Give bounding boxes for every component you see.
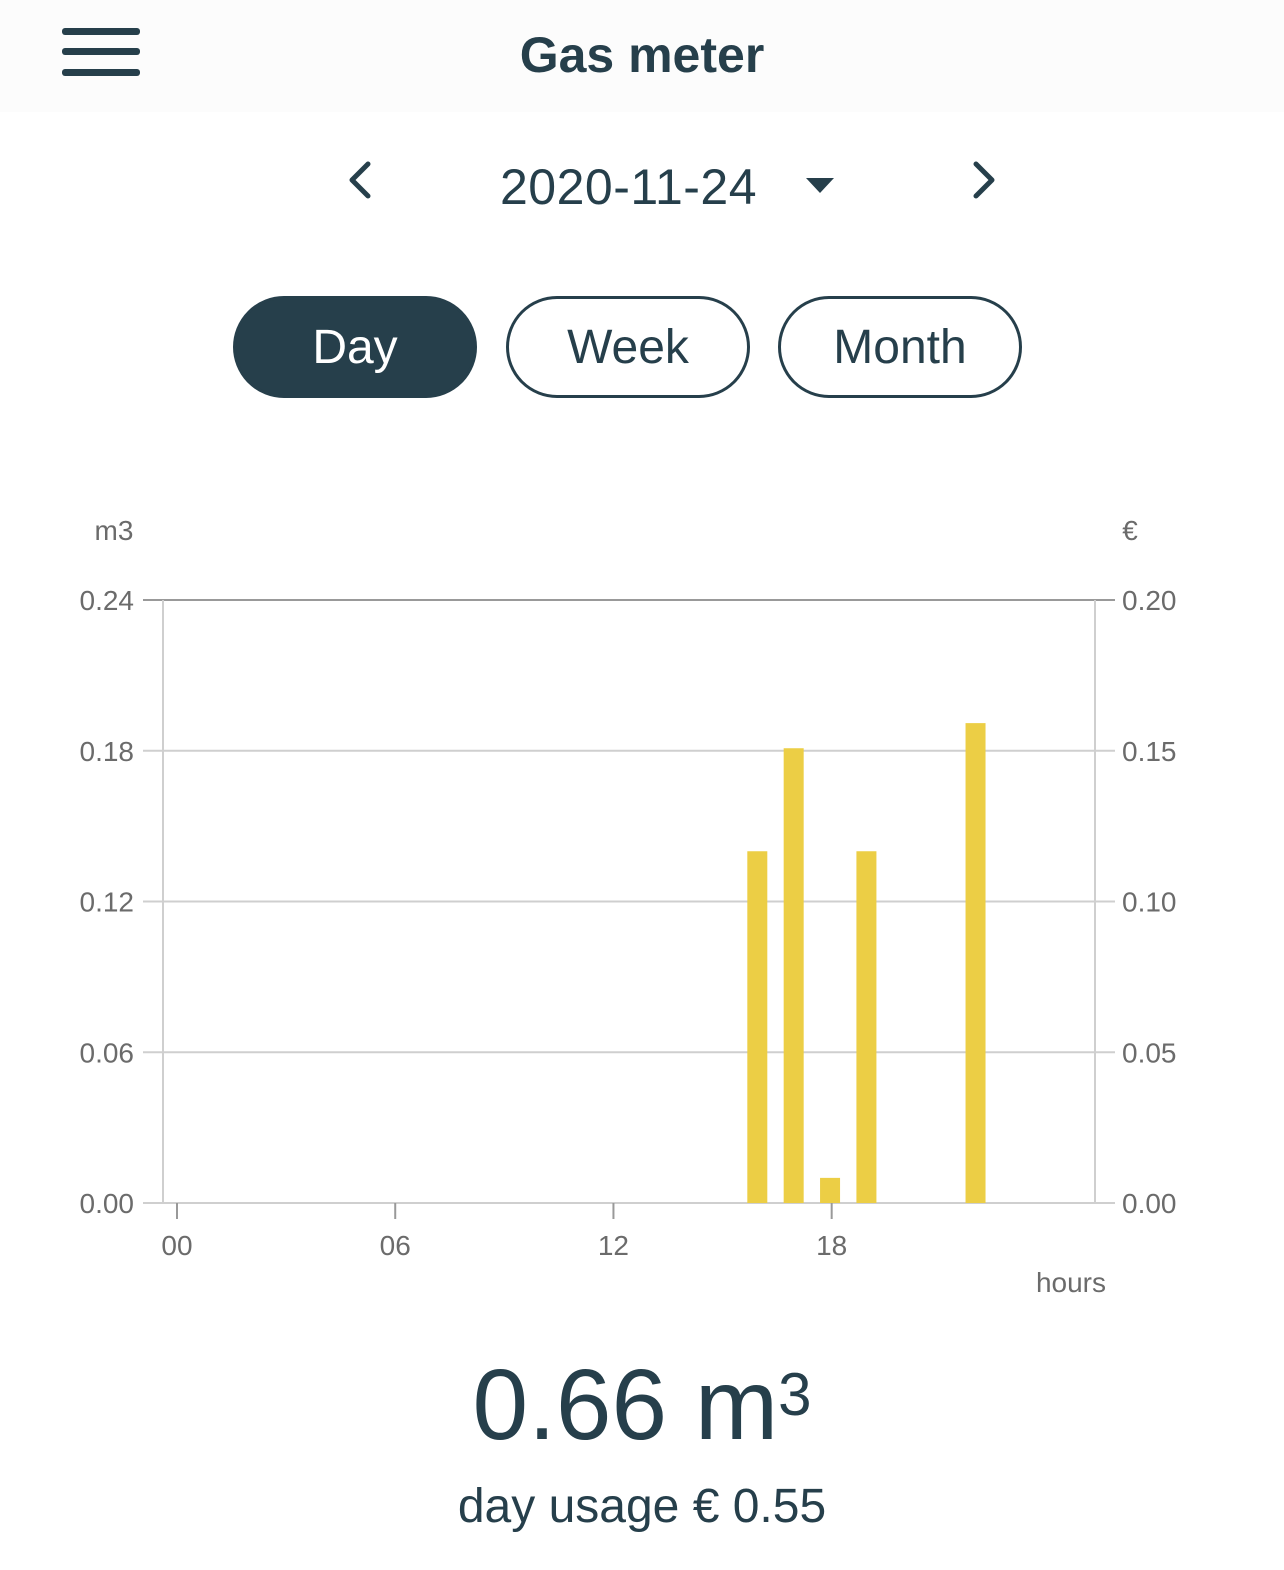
caret-down-icon	[806, 178, 834, 193]
y-tick-label-right: 0.20	[1122, 585, 1177, 616]
usage-summary: 0.66 m3 day usage € 0.55	[0, 1345, 1284, 1534]
y-tick-label-right: 0.05	[1122, 1037, 1177, 1068]
total-usage: 0.66 m3	[0, 1345, 1284, 1465]
tab-day[interactable]: Day	[233, 296, 477, 398]
y-tick-label-left: 0.12	[80, 887, 135, 918]
y-tick-label-right: 0.15	[1122, 736, 1177, 767]
app-header: Gas meter	[0, 0, 1284, 112]
page-title: Gas meter	[519, 27, 765, 83]
date-dropdown[interactable]: 2020-11-24	[500, 158, 834, 218]
period-tabs: Day Week Month	[0, 296, 1284, 402]
tab-week[interactable]: Week	[506, 296, 750, 398]
left-unit-label: m3	[95, 515, 134, 546]
y-tick-label-right: 0.10	[1122, 887, 1177, 918]
tab-month[interactable]: Month	[778, 296, 1022, 398]
y-tick-label-left: 0.18	[80, 736, 135, 767]
selected-date: 2020-11-24	[500, 159, 758, 215]
right-unit-label: €	[1122, 515, 1138, 546]
usage-chart: m3 € hours 0.00 0.00 0.06 0.05 0.12 0.10 0.18 0…	[0, 500, 1284, 1320]
chart-bar	[965, 723, 986, 1203]
x-tick-label: 00	[161, 1230, 192, 1261]
chevron-left-icon[interactable]	[340, 158, 384, 202]
y-tick-label-left: 0.24	[80, 585, 135, 616]
unit-superscript: 3	[778, 1361, 812, 1428]
total-usage-value: 0.66 m	[472, 1349, 779, 1461]
y-tick-label-left: 0.00	[80, 1188, 135, 1219]
bar-chart-svg: m3 € hours 0.00 0.00 0.06 0.05 0.12 0.10 0.18 0…	[80, 515, 1177, 1298]
chart-bar	[820, 1177, 841, 1203]
x-tick-label: 12	[598, 1230, 629, 1261]
chart-bar	[747, 851, 768, 1203]
y-tick-label-right: 0.00	[1122, 1188, 1177, 1219]
chart-bar	[783, 748, 804, 1203]
day-usage-cost: day usage € 0.55	[457, 1480, 827, 1533]
x-tick-label: 18	[816, 1230, 847, 1261]
x-axis-label: hours	[1036, 1267, 1106, 1298]
x-tick-label: 06	[380, 1230, 411, 1261]
chevron-right-icon[interactable]	[960, 158, 1004, 202]
hamburger-menu-icon[interactable]	[62, 28, 140, 78]
chart-bar	[856, 851, 877, 1203]
y-tick-label-left: 0.06	[80, 1037, 135, 1068]
date-navigator: 2020-11-24	[0, 140, 1284, 240]
